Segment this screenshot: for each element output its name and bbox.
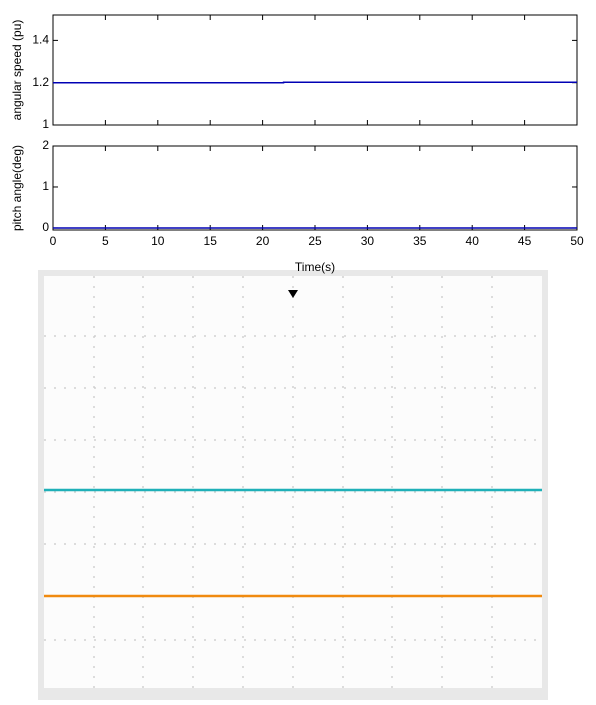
x-tick-label: 50 — [570, 234, 584, 248]
y-tick-label: 1 — [42, 117, 49, 131]
x-tick-label: 20 — [256, 234, 270, 248]
y-axis-label: angular speed (pu) — [10, 20, 24, 121]
y-tick-label: 2 — [42, 138, 49, 152]
x-tick-label: 35 — [413, 234, 427, 248]
x-tick-label: 25 — [308, 234, 322, 248]
x-tick-label: 45 — [518, 234, 532, 248]
y-tick-label: 1.4 — [32, 33, 49, 47]
x-tick-label: 10 — [151, 234, 165, 248]
figure: 11.21.4angular speed (pu)012051015202530… — [0, 0, 596, 700]
axes-box — [53, 146, 577, 230]
x-tick-label: 0 — [50, 234, 57, 248]
x-tick-label: 30 — [361, 234, 375, 248]
y-tick-label: 1.2 — [32, 75, 49, 89]
axes-box — [53, 15, 577, 125]
x-tick-label: 15 — [204, 234, 218, 248]
x-axis-label: Time(s) — [295, 260, 335, 274]
oscilloscope — [38, 270, 548, 700]
y-tick-label: 0 — [42, 220, 49, 234]
y-axis-label: pitch angle(deg) — [10, 145, 24, 231]
x-tick-label: 40 — [466, 234, 480, 248]
x-tick-label: 5 — [102, 234, 109, 248]
y-tick-label: 1 — [42, 179, 49, 193]
